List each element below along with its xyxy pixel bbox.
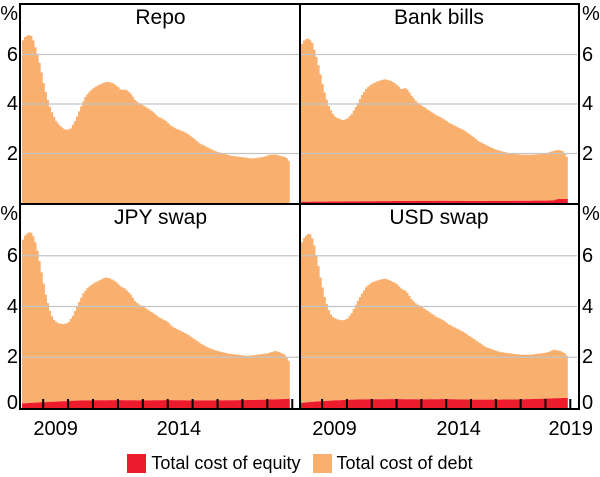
legend: Total cost of equity Total cost of debt — [0, 451, 600, 475]
x-axis-tick-label: 2019 — [548, 418, 594, 440]
panel-title-jpy-swap: JPY swap — [114, 206, 207, 229]
y-axis-tick-label: 4 — [6, 295, 18, 318]
y-axis-tick-label: 2 — [6, 142, 18, 165]
y-axis-tick-label: 0 — [6, 392, 18, 414]
legend-label-equity: Total cost of equity — [151, 453, 301, 473]
panel-title-bank-bills: Bank bills — [394, 6, 484, 29]
y-axis-tick-label: 2 — [582, 346, 594, 369]
legend-item-debt: Total cost of debt — [312, 453, 473, 473]
y-axis-tick-label: 4 — [6, 93, 18, 115]
y-axis-tick-label: 2 — [582, 142, 594, 165]
panel-usd-swap: USD swap — [301, 205, 577, 408]
y-axis-tick-label: 6 — [582, 244, 594, 267]
legend-item-equity: Total cost of equity — [127, 453, 301, 473]
panel-bank-bills: Bank bills — [301, 5, 577, 203]
y-axis-tick-label: 6 — [6, 244, 18, 267]
y-axis-tick-label: 4 — [582, 93, 594, 115]
bank-bills-area-chart — [301, 38, 577, 203]
panel-jpy-swap: JPY swap — [22, 205, 299, 408]
panel-repo: Repo — [22, 5, 299, 203]
legend-label-debt: Total cost of debt — [336, 453, 473, 473]
y-axis-tick-label: 2 — [6, 346, 18, 369]
y-axis-tick-label: 6 — [6, 43, 18, 66]
usd-swap-area-chart — [301, 234, 577, 408]
x-axis-tick-label: 2009 — [312, 418, 357, 440]
percent-unit-label: % — [0, 203, 18, 225]
panel-title-repo: Repo — [135, 6, 186, 29]
x-axis-tick-label: 2009 — [33, 418, 78, 440]
y-axis-tick-label: 4 — [582, 295, 594, 318]
panel-divider-horizontal — [19, 203, 580, 205]
percent-unit-label: % — [0, 3, 18, 25]
x-axis-tick-label: 2014 — [436, 418, 481, 440]
percent-unit-label: % — [582, 203, 600, 225]
panel-divider-vertical — [299, 3, 301, 410]
legend-swatch-equity — [127, 453, 147, 473]
panel-title-usd-swap: USD swap — [389, 206, 489, 229]
legend-swatch-debt — [312, 453, 332, 473]
percent-unit-label: % — [582, 3, 600, 25]
y-axis-tick-label: 6 — [582, 43, 594, 66]
y-axis-tick-label: 0 — [582, 392, 594, 414]
repo-area-chart — [22, 35, 299, 203]
jpy-swap-area-chart — [22, 232, 299, 408]
x-axis-tick-label: 2014 — [156, 418, 202, 440]
